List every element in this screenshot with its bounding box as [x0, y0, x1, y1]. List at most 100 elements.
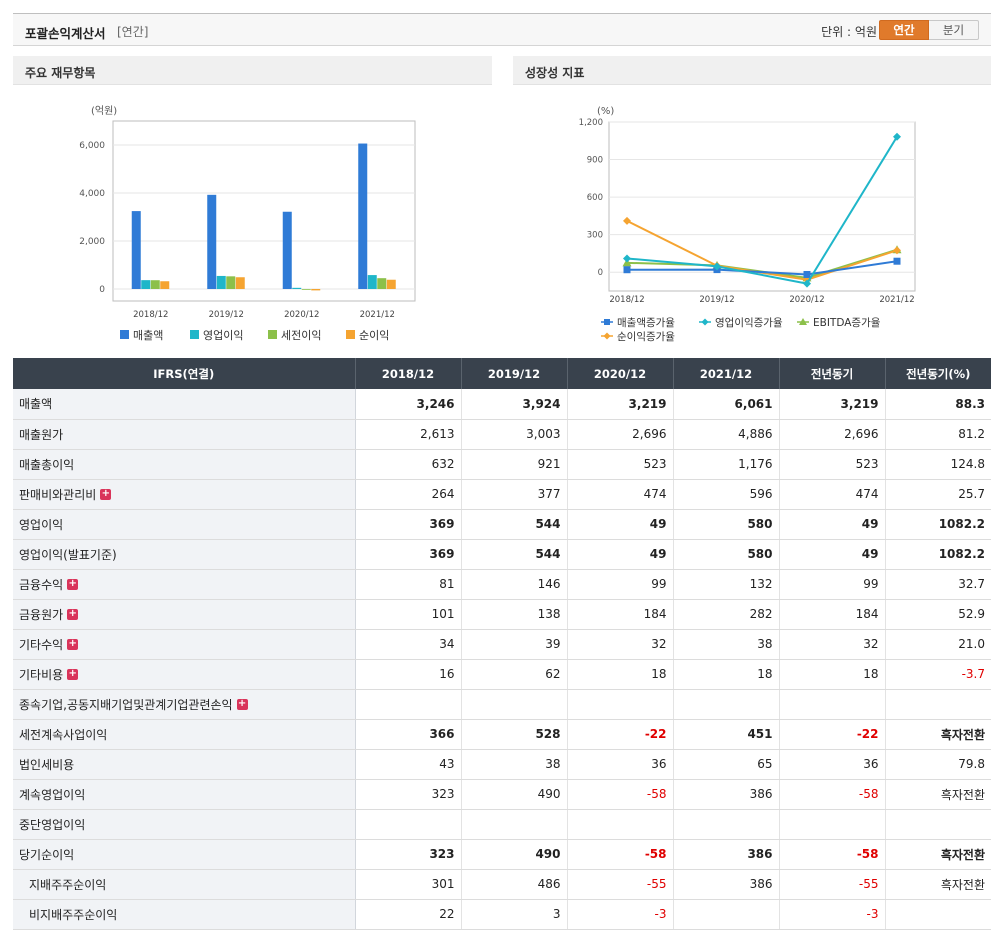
row-label: 세전계속사업이익 — [19, 727, 108, 742]
x-tick-label: 2021/12 — [879, 295, 914, 305]
cell-value: 544 — [535, 547, 561, 561]
table-row: 비지배주주순이익 22 3 -3 -3 — [13, 899, 991, 930]
value-cell: -22 — [779, 719, 886, 750]
row-label: 지배주주순이익 — [29, 877, 107, 892]
table-row: 계속영업이익 323 490 -58 386 -58 흑자전환 — [13, 779, 991, 810]
value-cell: 486 — [461, 869, 568, 900]
table-row: 매출총이익 632 921 523 1,176 523 124.8 — [13, 449, 991, 480]
expand-plus-icon[interactable]: + — [236, 697, 248, 710]
value-cell: 451 — [673, 719, 780, 750]
cell-value: -58 — [858, 787, 879, 801]
row-label: 기타비용 — [19, 667, 64, 682]
legend-swatch — [346, 330, 355, 339]
cell-value: 18 — [757, 667, 773, 681]
cell-value: -3 — [654, 907, 667, 921]
value-cell: 36 — [779, 749, 886, 780]
expand-plus-icon[interactable]: + — [67, 607, 79, 620]
point-marker — [803, 270, 811, 278]
cell-value: -22 — [856, 727, 879, 741]
row-label: 영업이익 — [19, 517, 64, 532]
column-header: 2019/12 — [461, 358, 568, 389]
x-tick-label: 2019/12 — [209, 310, 244, 320]
cell-value: 99 — [651, 577, 667, 591]
value-cell: 18 — [779, 659, 886, 690]
x-tick-label: 2019/12 — [699, 295, 734, 305]
value-cell: 474 — [567, 479, 674, 510]
legend-label: 세전이익 — [281, 329, 321, 342]
cell-value: 523 — [855, 457, 879, 471]
value-cell: 921 — [461, 449, 568, 480]
y-tick-label: 900 — [587, 156, 603, 166]
value-cell: 544 — [461, 539, 568, 570]
cell-value: 146 — [537, 577, 561, 591]
value-cell: -3 — [567, 899, 674, 930]
legend-label: 순이익 — [359, 329, 389, 342]
cell-value: 49 — [861, 517, 879, 531]
value-cell: 36 — [567, 749, 674, 780]
row-label: 매출원가 — [19, 427, 64, 442]
cell-value: 25.7 — [958, 487, 985, 501]
annual-toggle-button[interactable]: 연간 — [879, 20, 929, 40]
cell-value: 377 — [537, 487, 561, 501]
cell-value: -22 — [644, 727, 667, 741]
column-header: 전년동기(%) — [885, 358, 991, 389]
row-label-cell: 금융원가 + — [13, 599, 356, 630]
value-cell: 386 — [673, 869, 780, 900]
cell-value: 81.2 — [958, 427, 985, 441]
value-cell: 흑자전환 — [885, 869, 991, 900]
bar-1 — [131, 211, 141, 289]
expand-plus-icon[interactable]: + — [100, 487, 112, 500]
cell-value: 323 — [429, 847, 455, 861]
cell-value: 흑자전환 — [940, 727, 985, 742]
value-cell: 528 — [461, 719, 568, 750]
table-row: 기타비용 +16 62 18 18 18 -3.7 — [13, 659, 991, 690]
cell-value: 184 — [855, 607, 879, 621]
value-cell: 490 — [461, 779, 568, 810]
cell-value: 32 — [651, 637, 667, 651]
value-cell: 79.8 — [885, 749, 991, 780]
table-row: 중단영업이익 — [13, 809, 991, 840]
expand-plus-icon[interactable]: + — [67, 577, 79, 590]
row-label-cell: 매출액 — [13, 389, 356, 420]
value-cell: 138 — [461, 599, 568, 630]
y-tick-label: 1,200 — [579, 118, 603, 128]
value-cell: 386 — [673, 779, 780, 810]
expand-plus-icon[interactable]: + — [67, 637, 79, 650]
cell-value: 323 — [431, 787, 455, 801]
value-cell: 49 — [779, 508, 886, 540]
legend-swatch — [120, 330, 129, 339]
value-cell — [461, 689, 568, 720]
point-marker — [623, 216, 631, 225]
cell-value: 490 — [537, 787, 561, 801]
value-cell: 323 — [355, 779, 462, 810]
statement-header: 포괄손익계산서 [연간] 단위 : 억원 연간 분기 — [13, 13, 991, 46]
quarterly-toggle-button[interactable]: 분기 — [929, 20, 979, 40]
series-line-1 — [626, 260, 898, 276]
row-label-cell: 지배주주순이익 — [13, 869, 356, 900]
value-cell: 43 — [355, 749, 462, 780]
bar-3 — [150, 280, 160, 289]
expand-plus-icon[interactable]: + — [67, 667, 79, 680]
value-cell: 2,613 — [355, 419, 462, 450]
value-cell: -55 — [779, 869, 886, 900]
cell-value: 138 — [537, 607, 561, 621]
cell-value: 36 — [863, 757, 879, 771]
cell-value: 62 — [545, 667, 561, 681]
value-cell: 596 — [673, 479, 780, 510]
cell-value: 38 — [757, 637, 773, 651]
row-label: 기타수익 — [19, 637, 64, 652]
value-cell: 88.3 — [885, 389, 991, 420]
value-cell: 184 — [567, 599, 674, 630]
table-row: 매출액 3,246 3,924 3,219 6,061 3,219 88.3 — [13, 389, 991, 420]
cell-value: -3 — [866, 907, 879, 921]
bar-1 — [207, 194, 217, 289]
value-cell: 323 — [355, 839, 462, 870]
cell-value: 흑자전환 — [940, 787, 985, 802]
cell-value: 3,246 — [416, 396, 455, 411]
legend-swatch — [603, 332, 611, 340]
value-cell — [779, 689, 886, 720]
y-tick-label: 300 — [587, 231, 603, 241]
cell-value: -58 — [644, 847, 667, 861]
row-label: 계속영업이익 — [19, 787, 86, 802]
legend-swatch — [799, 318, 807, 325]
